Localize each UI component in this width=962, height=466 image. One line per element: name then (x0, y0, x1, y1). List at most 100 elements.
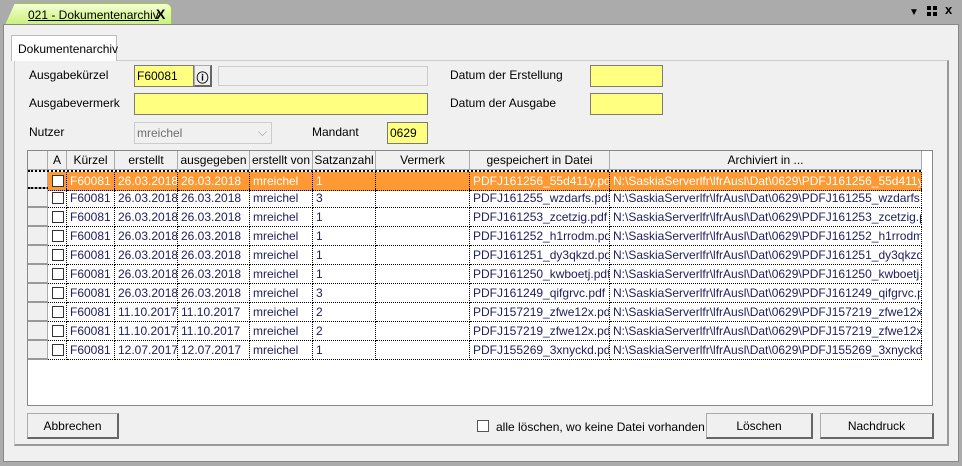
cell-ausgegeben[interactable]: 26.03.2018 (178, 227, 250, 246)
row-checkbox[interactable] (52, 175, 64, 187)
table-row[interactable]: F60081 11.10.2017 11.10.2017 mreichel 2 PDFJ1… (28, 322, 922, 341)
cell-datei[interactable]: PDFJ161255_wzdarfs.pdf (470, 189, 610, 208)
cell-vermerk[interactable] (376, 227, 470, 246)
column-header-ausgegeben[interactable]: ausgegeben (178, 151, 250, 170)
row-header[interactable] (28, 322, 48, 341)
cell-ausgegeben[interactable]: 12.07.2017 (178, 341, 250, 360)
ausgabevermerk-input[interactable] (134, 93, 428, 115)
table-row[interactable]: F60081 26.03.2018 26.03.2018 mreichel 1 PDFJ1… (28, 227, 922, 246)
cell-satzanzahl[interactable]: 3 (313, 189, 376, 208)
cell-vermerk[interactable] (376, 246, 470, 265)
cell-erstellt[interactable]: 26.03.2018 (115, 172, 178, 191)
cell-erstellt[interactable]: 11.10.2017 (115, 303, 178, 322)
cell-erstellt[interactable]: 11.10.2017 (115, 322, 178, 341)
cell-erstellt[interactable]: 26.03.2018 (115, 265, 178, 284)
cell-erstellt[interactable]: 12.07.2017 (115, 341, 178, 360)
dropdown-icon[interactable]: ▼ (909, 7, 919, 18)
cell-erstellt-von[interactable]: mreichel (250, 172, 313, 191)
cell-kuerzel[interactable]: F60081 (67, 322, 115, 341)
row-header[interactable] (28, 341, 48, 360)
cell-erstellt-von[interactable]: mreichel (250, 189, 313, 208)
table-row[interactable]: F60081 26.03.2018 26.03.2018 mreichel 1 PDFJ1… (28, 265, 922, 284)
cell-erstellt[interactable]: 26.03.2018 (115, 284, 178, 303)
cell-vermerk[interactable] (376, 265, 470, 284)
cell-erstellt-von[interactable]: mreichel (250, 303, 313, 322)
row-checkbox[interactable] (52, 287, 64, 299)
cell-satzanzahl[interactable]: 1 (313, 172, 376, 191)
table-row[interactable]: F60081 26.03.2018 26.03.2018 mreichel 1 PDFJ1… (28, 246, 922, 265)
tab-dokumentenarchiv[interactable]: Dokumentenarchiv (11, 35, 118, 61)
row-checkbox[interactable] (52, 192, 64, 204)
archive-grid[interactable]: A Kürzel erstellt ausgegeben erstellt von Sat… (27, 150, 933, 406)
cell-kuerzel[interactable]: F60081 (67, 265, 115, 284)
cell-datei[interactable]: PDFJ157219_zfwe12x.pdf (470, 303, 610, 322)
cell-kuerzel[interactable]: F60081 (67, 172, 115, 191)
cell-kuerzel[interactable]: F60081 (67, 227, 115, 246)
cell-datei[interactable]: PDFJ161250_kwboetj.pdf (470, 265, 610, 284)
cell-erstellt-von[interactable]: mreichel (250, 246, 313, 265)
row-checkbox[interactable] (52, 249, 64, 261)
cell-erstellt-von[interactable]: mreichel (250, 284, 313, 303)
cell-erstellt-von[interactable]: mreichel (250, 227, 313, 246)
cell-kuerzel[interactable]: F60081 (67, 208, 115, 227)
column-header-archiviert[interactable]: Archiviert in ... (610, 151, 922, 170)
cell-datei[interactable]: PDFJ155269_3xnyckd.pdf (470, 341, 610, 360)
cell-datei[interactable]: PDFJ161251_dy3qkzd.pdf (470, 246, 610, 265)
row-header[interactable] (28, 246, 48, 265)
table-row[interactable]: F60081 26.03.2018 26.03.2018 mreichel 1 PDFJ1… (28, 170, 922, 191)
cell-archiviert[interactable]: N:\SaskiaServerlfr\lfrAusl\Dat\0629\PDFJ… (610, 341, 922, 360)
delete-all-checkbox[interactable] (477, 420, 489, 432)
column-header-satzanzahl[interactable]: Satzanzahl (313, 151, 376, 170)
cell-archiviert[interactable]: N:\SaskiaServerlfr\lfrAusl\Dat\0629\PDFJ… (610, 246, 922, 265)
cell-satzanzahl[interactable]: 1 (313, 208, 376, 227)
cell-kuerzel[interactable]: F60081 (67, 284, 115, 303)
mandant-input[interactable]: 0629 (387, 122, 428, 144)
column-header-datei[interactable]: gespeichert in Datei (470, 151, 610, 170)
column-header-vermerk[interactable]: Vermerk (376, 151, 470, 170)
ausgabekuerzel-input[interactable]: F60081 (134, 65, 194, 87)
cell-erstellt[interactable]: 26.03.2018 (115, 227, 178, 246)
cell-datei[interactable]: PDFJ161249_qifgrvc.pdf (470, 284, 610, 303)
cell-erstellt-von[interactable]: mreichel (250, 265, 313, 284)
cell-erstellt-von[interactable]: mreichel (250, 322, 313, 341)
cell-ausgegeben[interactable]: 11.10.2017 (178, 322, 250, 341)
row-header[interactable] (28, 189, 48, 208)
cell-satzanzahl[interactable]: 1 (313, 341, 376, 360)
delete-button[interactable]: Löschen (706, 413, 813, 439)
cell-vermerk[interactable] (376, 208, 470, 227)
cell-vermerk[interactable] (376, 284, 470, 303)
cell-satzanzahl[interactable]: 2 (313, 303, 376, 322)
cell-erstellt[interactable]: 26.03.2018 (115, 246, 178, 265)
table-row[interactable]: F60081 26.03.2018 26.03.2018 mreichel 3 PDFJ1… (28, 284, 922, 303)
lookup-button[interactable]: ⓘ (194, 65, 212, 87)
cell-ausgegeben[interactable]: 11.10.2017 (178, 303, 250, 322)
row-header[interactable] (28, 265, 48, 284)
cell-archiviert[interactable]: N:\SaskiaServerlfr\lfrAusl\Dat\0629\PDFJ… (610, 208, 922, 227)
cell-satzanzahl[interactable]: 1 (313, 265, 376, 284)
cell-vermerk[interactable] (376, 189, 470, 208)
cell-kuerzel[interactable]: F60081 (67, 246, 115, 265)
row-header[interactable] (28, 284, 48, 303)
close-window-icon[interactable]: x (945, 2, 953, 17)
cell-datei[interactable]: PDFJ161256_55d411y.pdf (470, 172, 610, 191)
row-checkbox[interactable] (52, 211, 64, 223)
cell-archiviert[interactable]: N:\SaskiaServerlfr\lfrAusl\Dat\0629\PDFJ… (610, 265, 922, 284)
cell-vermerk[interactable] (376, 303, 470, 322)
tile-icon[interactable] (927, 6, 937, 16)
row-checkbox[interactable] (52, 268, 64, 280)
cell-datei[interactable]: PDFJ161253_zcetzig.pdf (470, 208, 610, 227)
row-header[interactable] (28, 227, 48, 246)
cell-ausgegeben[interactable]: 26.03.2018 (178, 189, 250, 208)
table-row[interactable]: F60081 26.03.2018 26.03.2018 mreichel 3 PDFJ1… (28, 189, 922, 208)
cell-archiviert[interactable]: N:\SaskiaServerlfr\lfrAusl\Dat\0629\PDFJ… (610, 303, 922, 322)
row-checkbox[interactable] (52, 325, 64, 337)
cell-satzanzahl[interactable]: 2 (313, 322, 376, 341)
column-header-erstellt-von[interactable]: erstellt von (250, 151, 313, 170)
cell-ausgegeben[interactable]: 26.03.2018 (178, 172, 250, 191)
cell-ausgegeben[interactable]: 26.03.2018 (178, 208, 250, 227)
cell-kuerzel[interactable]: F60081 (67, 189, 115, 208)
row-header[interactable] (28, 208, 48, 227)
row-header[interactable] (28, 303, 48, 322)
cell-datei[interactable]: PDFJ161252_h1rrodm.pdf (470, 227, 610, 246)
row-checkbox[interactable] (52, 230, 64, 242)
